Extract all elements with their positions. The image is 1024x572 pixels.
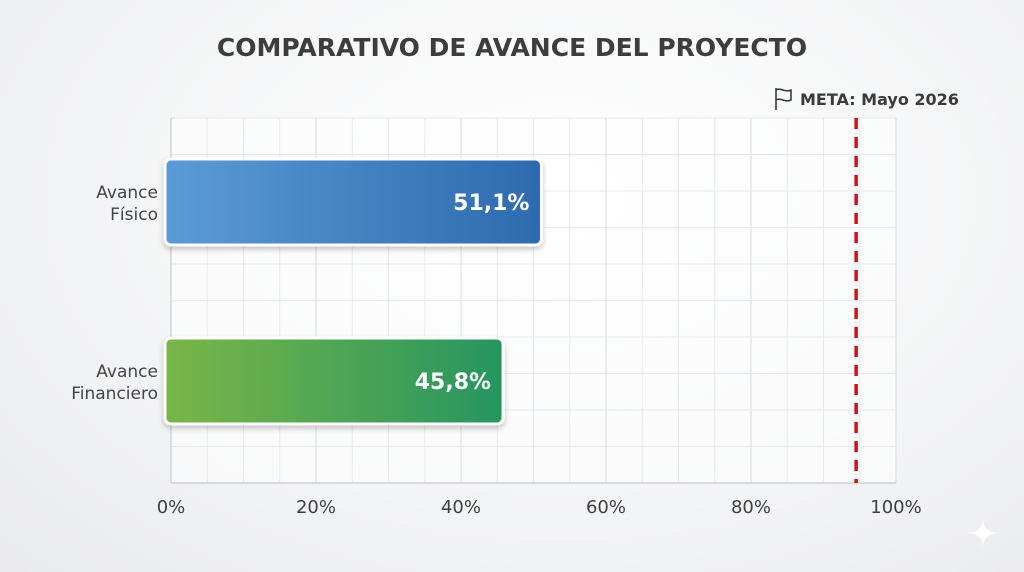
x-tick-label: 80% — [731, 497, 771, 518]
bar-2 — [163, 336, 505, 426]
x-axis-ticks: 0% 20% 40% 60% 80% 100% — [157, 497, 922, 518]
target-marker: META: Mayo 2026 — [775, 88, 959, 483]
category-label: Avance Financiero — [71, 362, 158, 404]
category-label-line: Avance — [96, 362, 158, 382]
sparkle-icon — [969, 519, 997, 547]
x-tick-label: 100% — [870, 497, 921, 518]
x-tick-label: 40% — [441, 497, 481, 518]
category-label-line: Físico — [110, 205, 158, 225]
x-tick-label: 0% — [157, 497, 186, 518]
bar-1 — [163, 157, 543, 247]
bar-value-label: 51,1% — [453, 191, 529, 216]
bars-group: 51,1% 45,8% — [163, 157, 543, 426]
category-label-line: Avance — [96, 183, 158, 203]
chart-title: COMPARATIVO DE AVANCE DEL PROYECTO — [217, 33, 807, 62]
x-tick-label: 60% — [586, 497, 626, 518]
target-label: META: Mayo 2026 — [800, 90, 959, 109]
x-tick-label: 20% — [296, 497, 336, 518]
category-label: Avance Físico — [96, 183, 158, 225]
category-label-line: Financiero — [71, 384, 158, 404]
flag-icon — [775, 88, 792, 110]
bar-value-label: 45,8% — [415, 370, 491, 395]
